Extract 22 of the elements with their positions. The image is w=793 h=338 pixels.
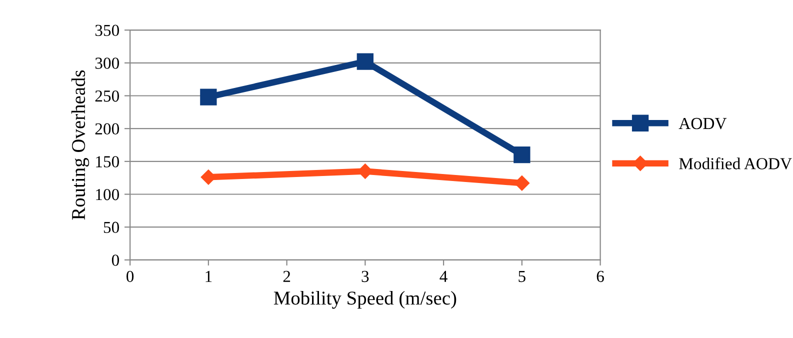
point <box>356 53 374 70</box>
y-tick-label: 0 <box>112 254 119 266</box>
y-tick-label: 350 <box>95 24 119 36</box>
y-tick-label: 200 <box>95 123 119 135</box>
x-tick-label: 5 <box>518 270 526 282</box>
x-tick-label: 1 <box>206 270 212 282</box>
x-axis-title: Mobility Speed (m/sec) <box>274 291 456 309</box>
point <box>200 88 217 106</box>
x-tick-label: 0 <box>126 270 134 282</box>
x-tick-label: 6 <box>596 270 604 282</box>
y-tick-label: 250 <box>95 90 119 102</box>
x-tick-label: 3 <box>362 270 369 282</box>
x-tick-label: 2 <box>283 270 290 282</box>
y-tick-label: 100 <box>96 188 119 200</box>
legend-label: AODV <box>678 118 727 130</box>
y-tick-label: 150 <box>96 156 119 168</box>
x-tick-label: 4 <box>440 270 448 282</box>
legend-label: Modified AODV <box>679 157 792 170</box>
y-tick-label: 50 <box>104 222 119 234</box>
y-axis-title: Routing Overheads <box>71 70 90 220</box>
y-tick-label: 300 <box>95 58 119 69</box>
point <box>514 146 530 164</box>
